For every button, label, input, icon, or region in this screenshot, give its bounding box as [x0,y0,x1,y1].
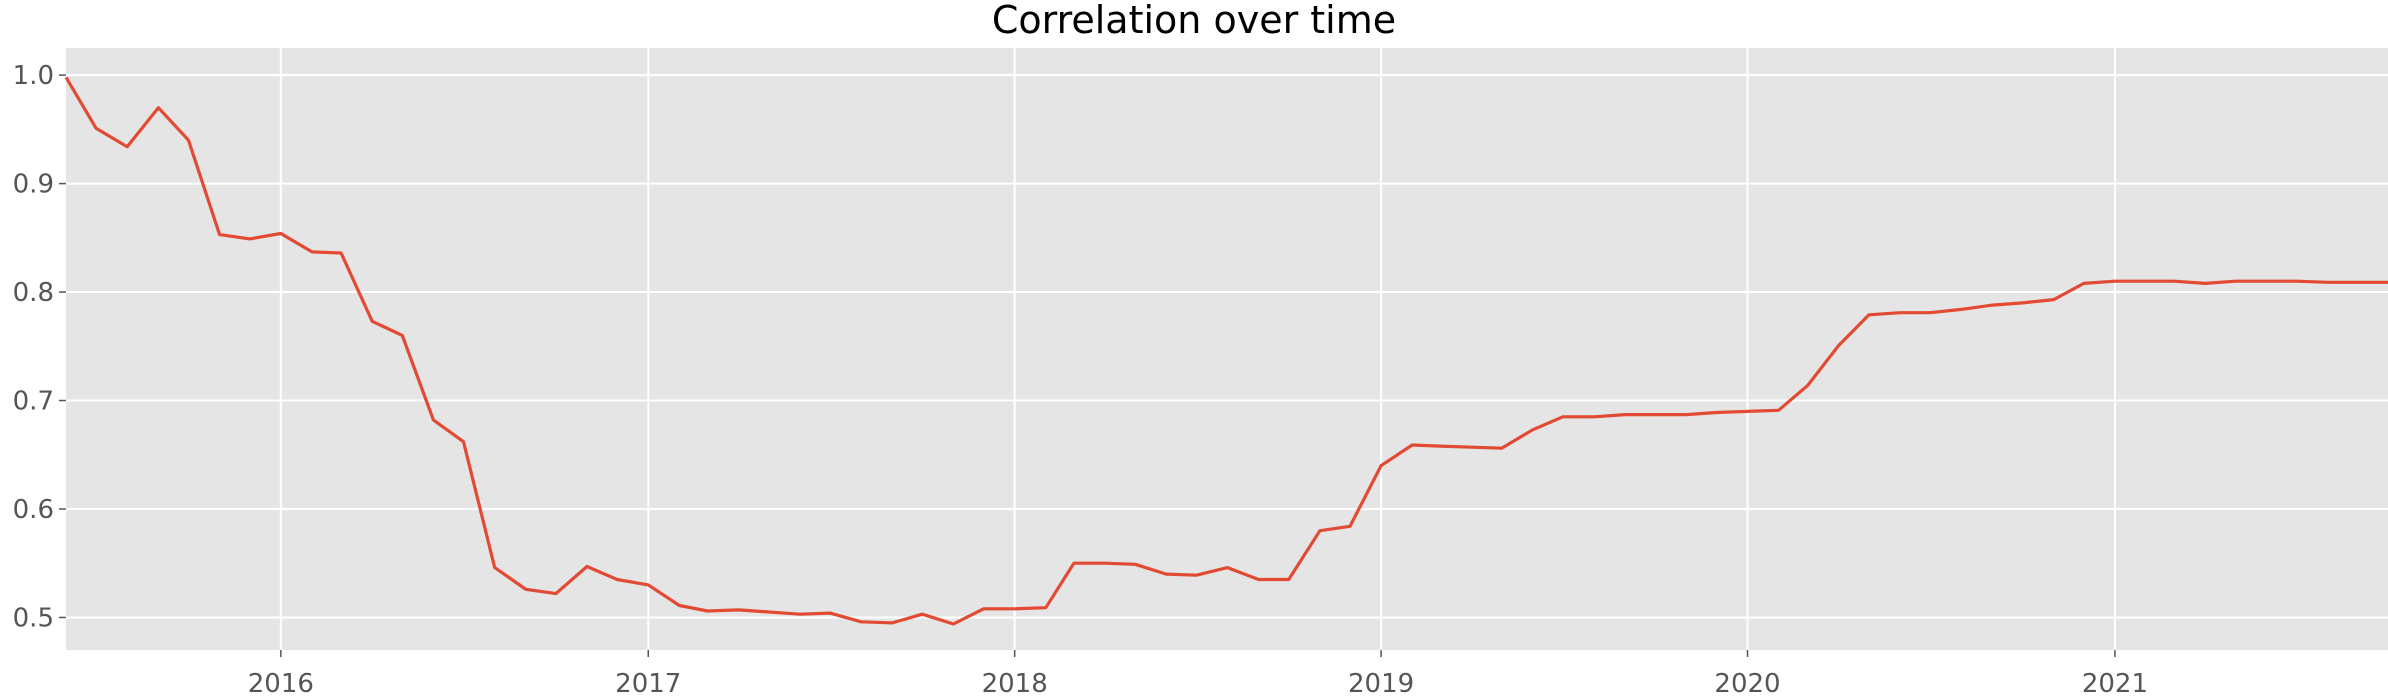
plot-background [66,48,2388,650]
x-tick-label: 2020 [1714,669,1780,699]
y-axis-ticks: 0.5 0.6 0.7 0.8 0.9 1.0 [13,61,66,633]
series-layer [64,76,2388,626]
x-tick-label: 2019 [1348,669,1414,699]
x-tick-label: 2021 [2082,669,2148,699]
series-line [64,76,2388,626]
x-tick-label: 2016 [248,669,314,699]
y-tick-label: 0.6 [13,495,54,525]
y-tick-label: 0.9 [13,170,54,200]
x-tick-label: 2018 [982,669,1048,699]
y-tick-label: 0.7 [13,387,54,417]
y-tick-label: 0.8 [13,278,54,308]
grid-lines [66,48,2388,650]
y-tick-label: 1.0 [13,61,54,91]
y-tick-label: 0.5 [13,603,54,633]
chart-title: Correlation over time [991,0,1397,42]
x-tick-label: 2017 [615,669,681,699]
x-axis-ticks: 2016 2017 2018 2019 2020 2021 [248,650,2148,699]
